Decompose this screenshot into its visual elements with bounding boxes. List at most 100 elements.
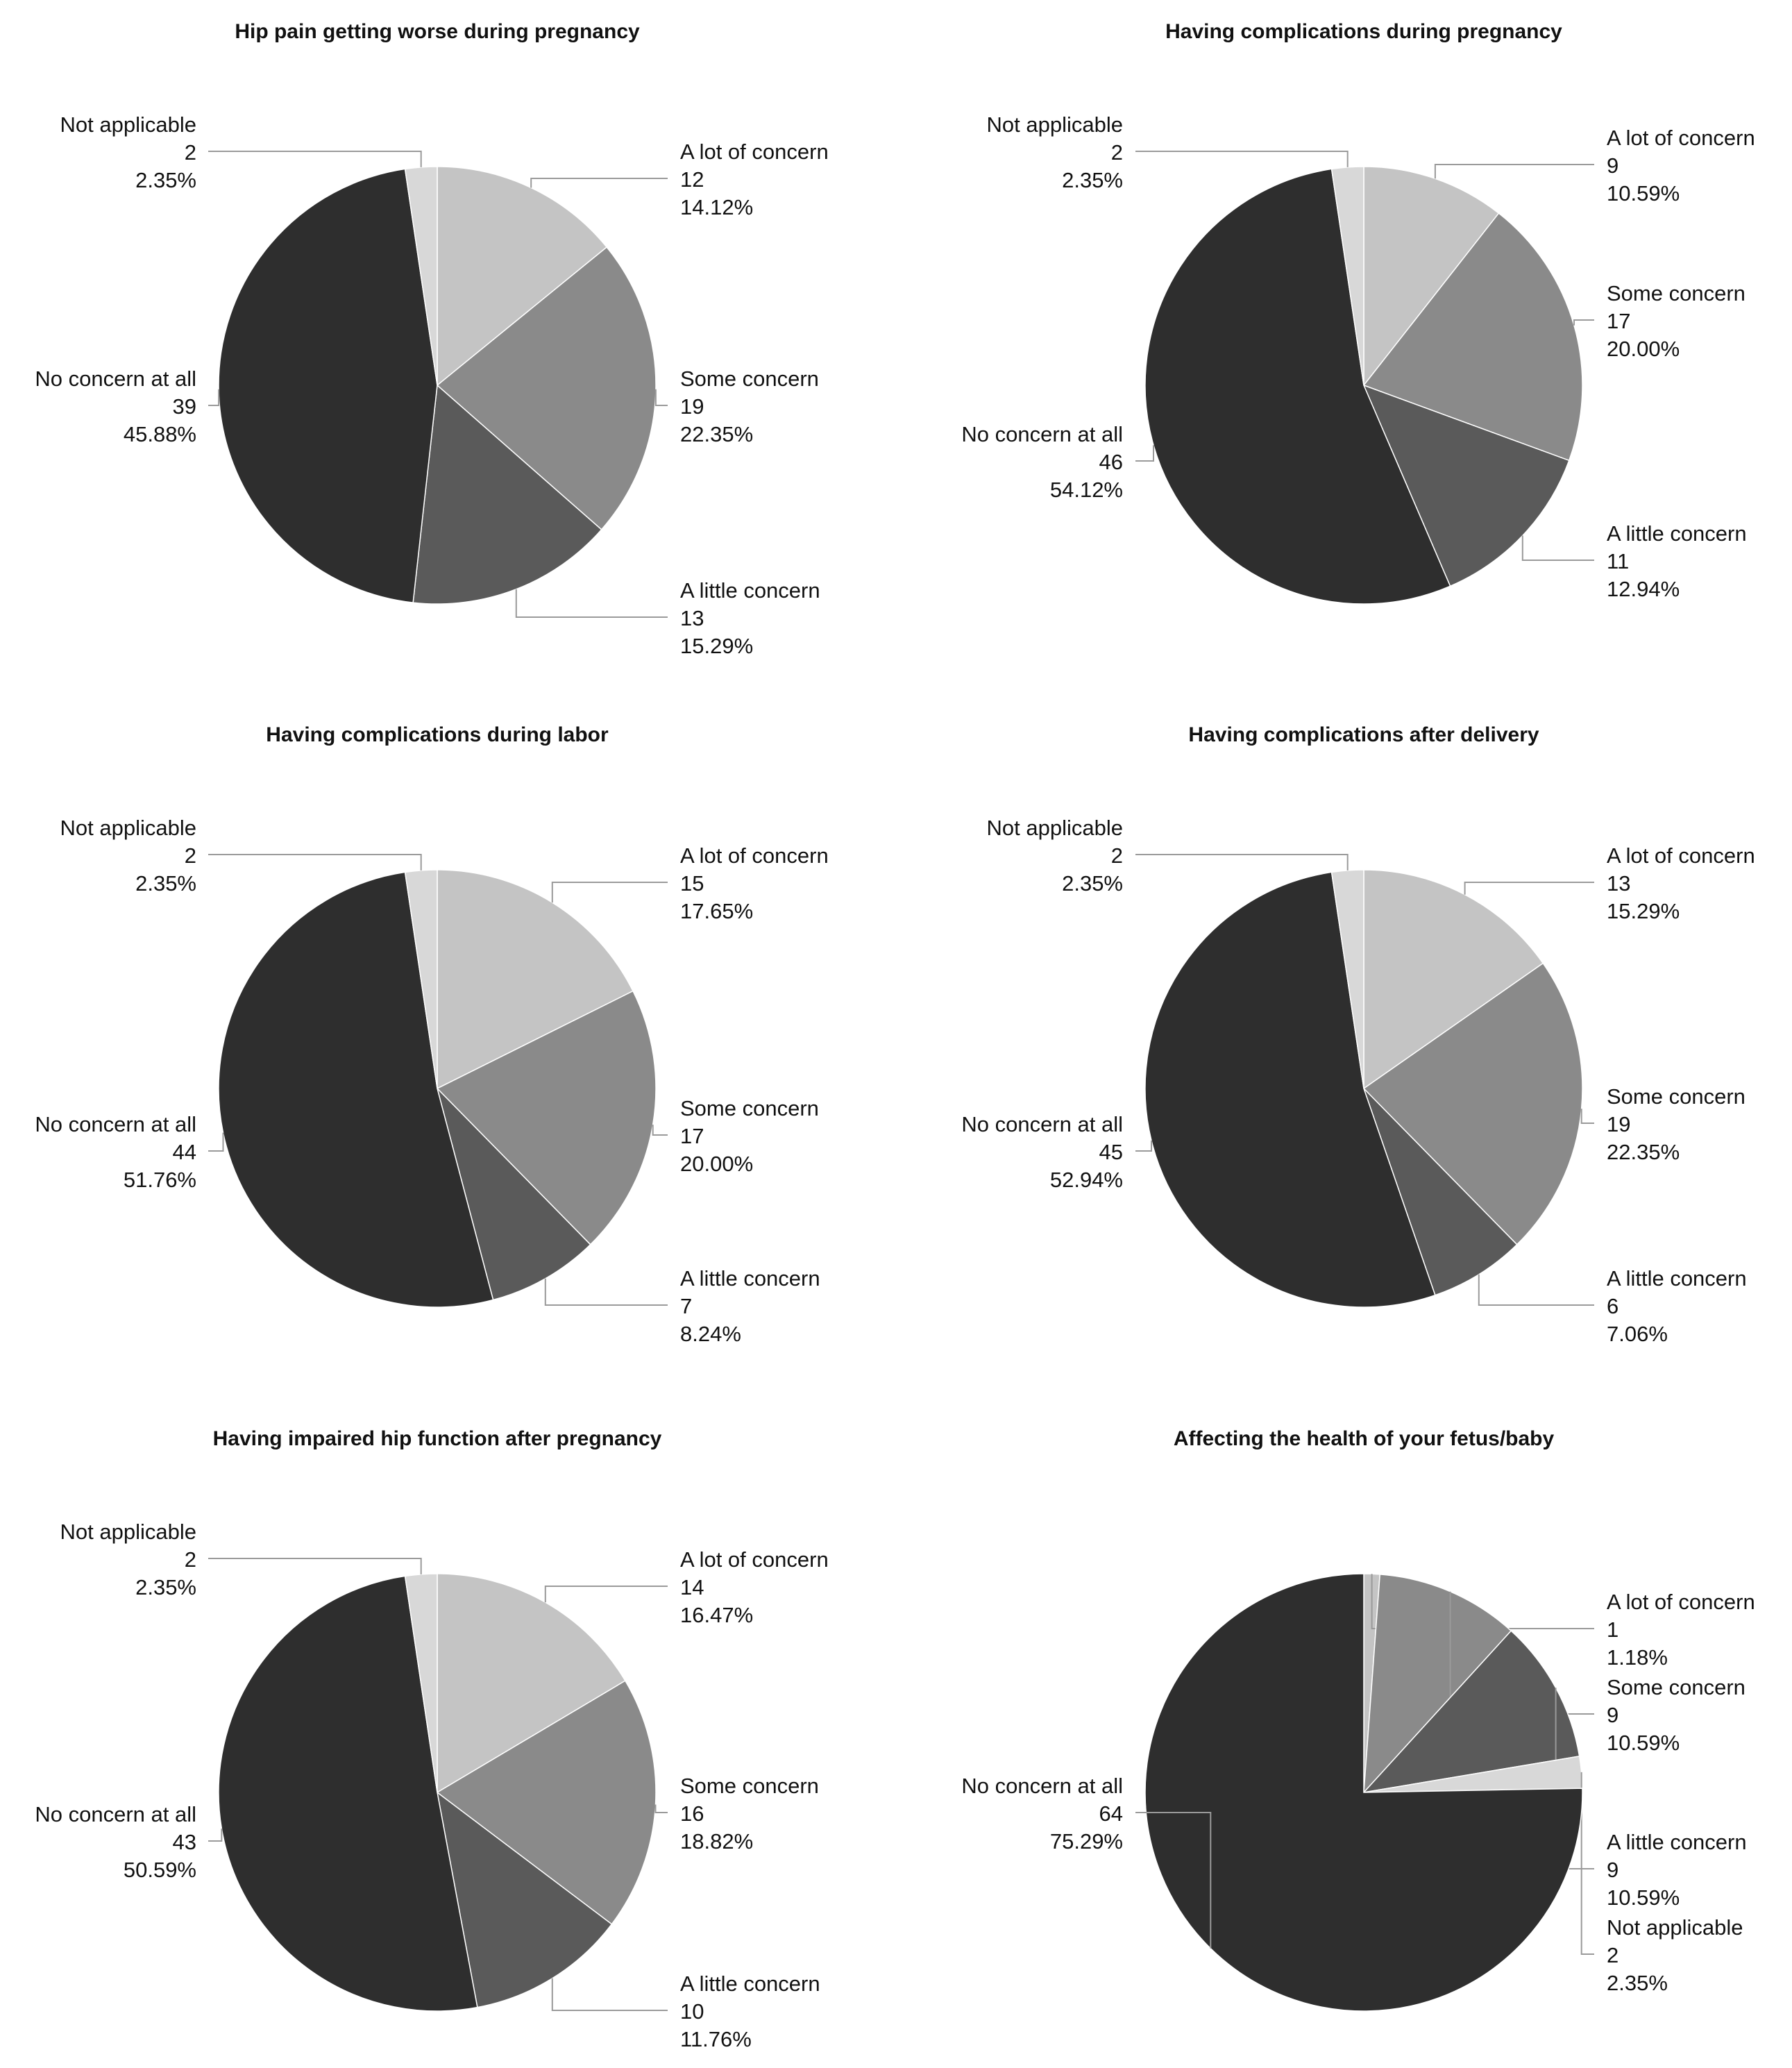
pie-slice-no-concern-at-all <box>218 871 494 1308</box>
slice-label-no-concern-at-all: No concern at all 44 51.76% <box>35 1112 196 1192</box>
slice-percent: 2.35% <box>1607 1971 1668 1995</box>
slice-label-a-little-concern: A little concern 13 15.29% <box>680 578 820 658</box>
slice-name: Not applicable <box>987 112 1123 137</box>
slice-count: 11 <box>1607 549 1629 573</box>
slice-label-not-applicable: Not applicable 2 2.35% <box>987 816 1123 896</box>
leader-line <box>654 1804 668 1813</box>
leader-line <box>208 1558 422 1574</box>
slice-name: Some concern <box>680 1096 819 1120</box>
slice-name: A lot of concern <box>680 1547 829 1572</box>
slice-percent: 20.00% <box>1607 337 1680 361</box>
slice-percent: 2.35% <box>135 1575 196 1599</box>
slice-count: 2 <box>1111 140 1123 165</box>
pie-slice-a-lot-of-concern <box>1363 869 1544 1090</box>
slice-label-not-applicable: Not applicable 2 2.35% <box>60 816 196 896</box>
leader-line <box>1135 1812 1212 1949</box>
pie-slice-a-little-concern <box>412 384 602 605</box>
slice-label-a-lot-of-concern: A lot of concern 12 14.12% <box>680 140 829 219</box>
slice-name: A little concern <box>1607 1266 1747 1291</box>
slice-percent: 16.47% <box>680 1603 753 1627</box>
slice-percent: 14.12% <box>680 195 753 219</box>
leader-line <box>652 1125 668 1136</box>
leader-line <box>1521 535 1594 561</box>
slice-percent: 15.29% <box>1607 899 1680 923</box>
leader-line <box>1135 1140 1152 1152</box>
slice-percent: 22.35% <box>680 422 753 446</box>
slice-count: 7 <box>680 1294 692 1318</box>
slice-count: 12 <box>680 167 704 192</box>
pie-chart-3: Having complications during labor A lot o… <box>35 723 828 1346</box>
slice-count: 39 <box>173 394 196 419</box>
slice-percent: 11.76% <box>680 2027 752 2051</box>
slice-percent: 51.76% <box>124 1168 196 1192</box>
slice-count: 2 <box>185 843 196 868</box>
slice-percent: 8.24% <box>680 1322 741 1346</box>
chart-title: Having complications during pregnancy <box>1165 20 1562 43</box>
slice-label-no-concern-at-all: No concern at all 45 52.94% <box>961 1112 1123 1192</box>
slice-name: A lot of concern <box>1607 1590 1755 1614</box>
pie-slice-no-concern-at-all <box>1144 168 1451 605</box>
pie-slice-no-concern-at-all <box>218 168 438 603</box>
slice-count: 9 <box>1607 1858 1618 1882</box>
pie-slice-a-lot-of-concern <box>1363 166 1500 387</box>
slice-count: 13 <box>680 606 704 630</box>
slice-name: Some concern <box>1607 1084 1745 1109</box>
pie-chart-1: Hip pain getting worse during pregnancy A… <box>35 20 828 658</box>
slice-label-no-concern-at-all: No concern at all 46 54.12% <box>961 422 1123 502</box>
slice-percent: 75.29% <box>1050 1829 1123 1853</box>
slice-count: 2 <box>1607 1943 1618 1967</box>
leader-line <box>544 1278 668 1306</box>
slice-count: 6 <box>1607 1294 1618 1318</box>
slice-name: A little concern <box>680 1972 820 1996</box>
slice-label-no-concern-at-all: No concern at all 43 50.59% <box>35 1802 196 1882</box>
leader-line <box>1464 882 1594 895</box>
slice-name: Some concern <box>680 367 819 391</box>
slice-percent: 50.59% <box>124 1858 196 1882</box>
pie-slice-some-concern <box>1362 962 1583 1245</box>
slice-label-a-lot-of-concern: A lot of concern 9 10.59% <box>1607 126 1755 205</box>
chart-title: Hip pain getting worse during pregnancy <box>235 20 640 43</box>
slice-percent: 18.82% <box>680 1829 753 1853</box>
leader-line <box>1135 445 1154 462</box>
slice-count: 44 <box>173 1140 196 1164</box>
slice-name: No concern at all <box>961 422 1123 446</box>
slice-label-some-concern: Some concern 19 22.35% <box>1607 1084 1745 1164</box>
leader-line <box>654 389 668 406</box>
slice-name: Some concern <box>1607 1675 1745 1699</box>
slice-count: 2 <box>1111 843 1123 868</box>
slice-percent: 15.29% <box>680 634 753 658</box>
slice-name: No concern at all <box>35 1802 196 1826</box>
slice-name: A lot of concern <box>1607 126 1755 150</box>
leader-line <box>1573 319 1594 326</box>
slice-name: A little concern <box>680 578 820 603</box>
slice-count: 9 <box>1607 153 1618 178</box>
leader-line <box>551 882 668 903</box>
slice-percent: 52.94% <box>1050 1168 1123 1192</box>
slice-name: No concern at all <box>961 1112 1123 1136</box>
leader-line <box>1434 164 1594 179</box>
slice-percent: 45.88% <box>124 422 196 446</box>
leader-line <box>208 1132 224 1152</box>
slice-label-a-lot-of-concern: A lot of concern 1 1.18% <box>1607 1590 1755 1670</box>
slice-label-some-concern: Some concern 19 22.35% <box>680 367 819 446</box>
leader-line <box>1580 1109 1594 1124</box>
slice-label-not-applicable: Not applicable 2 2.35% <box>1607 1915 1743 1995</box>
slice-percent: 54.12% <box>1050 478 1123 502</box>
pie-chart-5: Having impaired hip function after pregn… <box>35 1427 828 2051</box>
slice-count: 1 <box>1607 1617 1618 1642</box>
slice-label-a-little-concern: A little concern 7 8.24% <box>680 1266 820 1346</box>
slice-count: 64 <box>1099 1801 1123 1826</box>
slice-count: 10 <box>680 1999 704 2024</box>
slice-count: 19 <box>680 394 704 419</box>
slice-percent: 10.59% <box>1607 181 1680 205</box>
slice-name: A little concern <box>1607 521 1747 546</box>
slice-name: No concern at all <box>35 367 196 391</box>
slice-label-some-concern: Some concern 17 20.00% <box>1607 281 1745 361</box>
chart-title: Having impaired hip function after pregn… <box>213 1427 662 1450</box>
slice-percent: 2.35% <box>1062 871 1123 896</box>
slice-count: 16 <box>680 1801 704 1826</box>
pie-chart-6: Affecting the health of your fetus/baby A… <box>961 1427 1755 2012</box>
slice-label-a-lot-of-concern: A lot of concern 13 15.29% <box>1607 843 1755 923</box>
slice-name: Some concern <box>1607 281 1745 305</box>
